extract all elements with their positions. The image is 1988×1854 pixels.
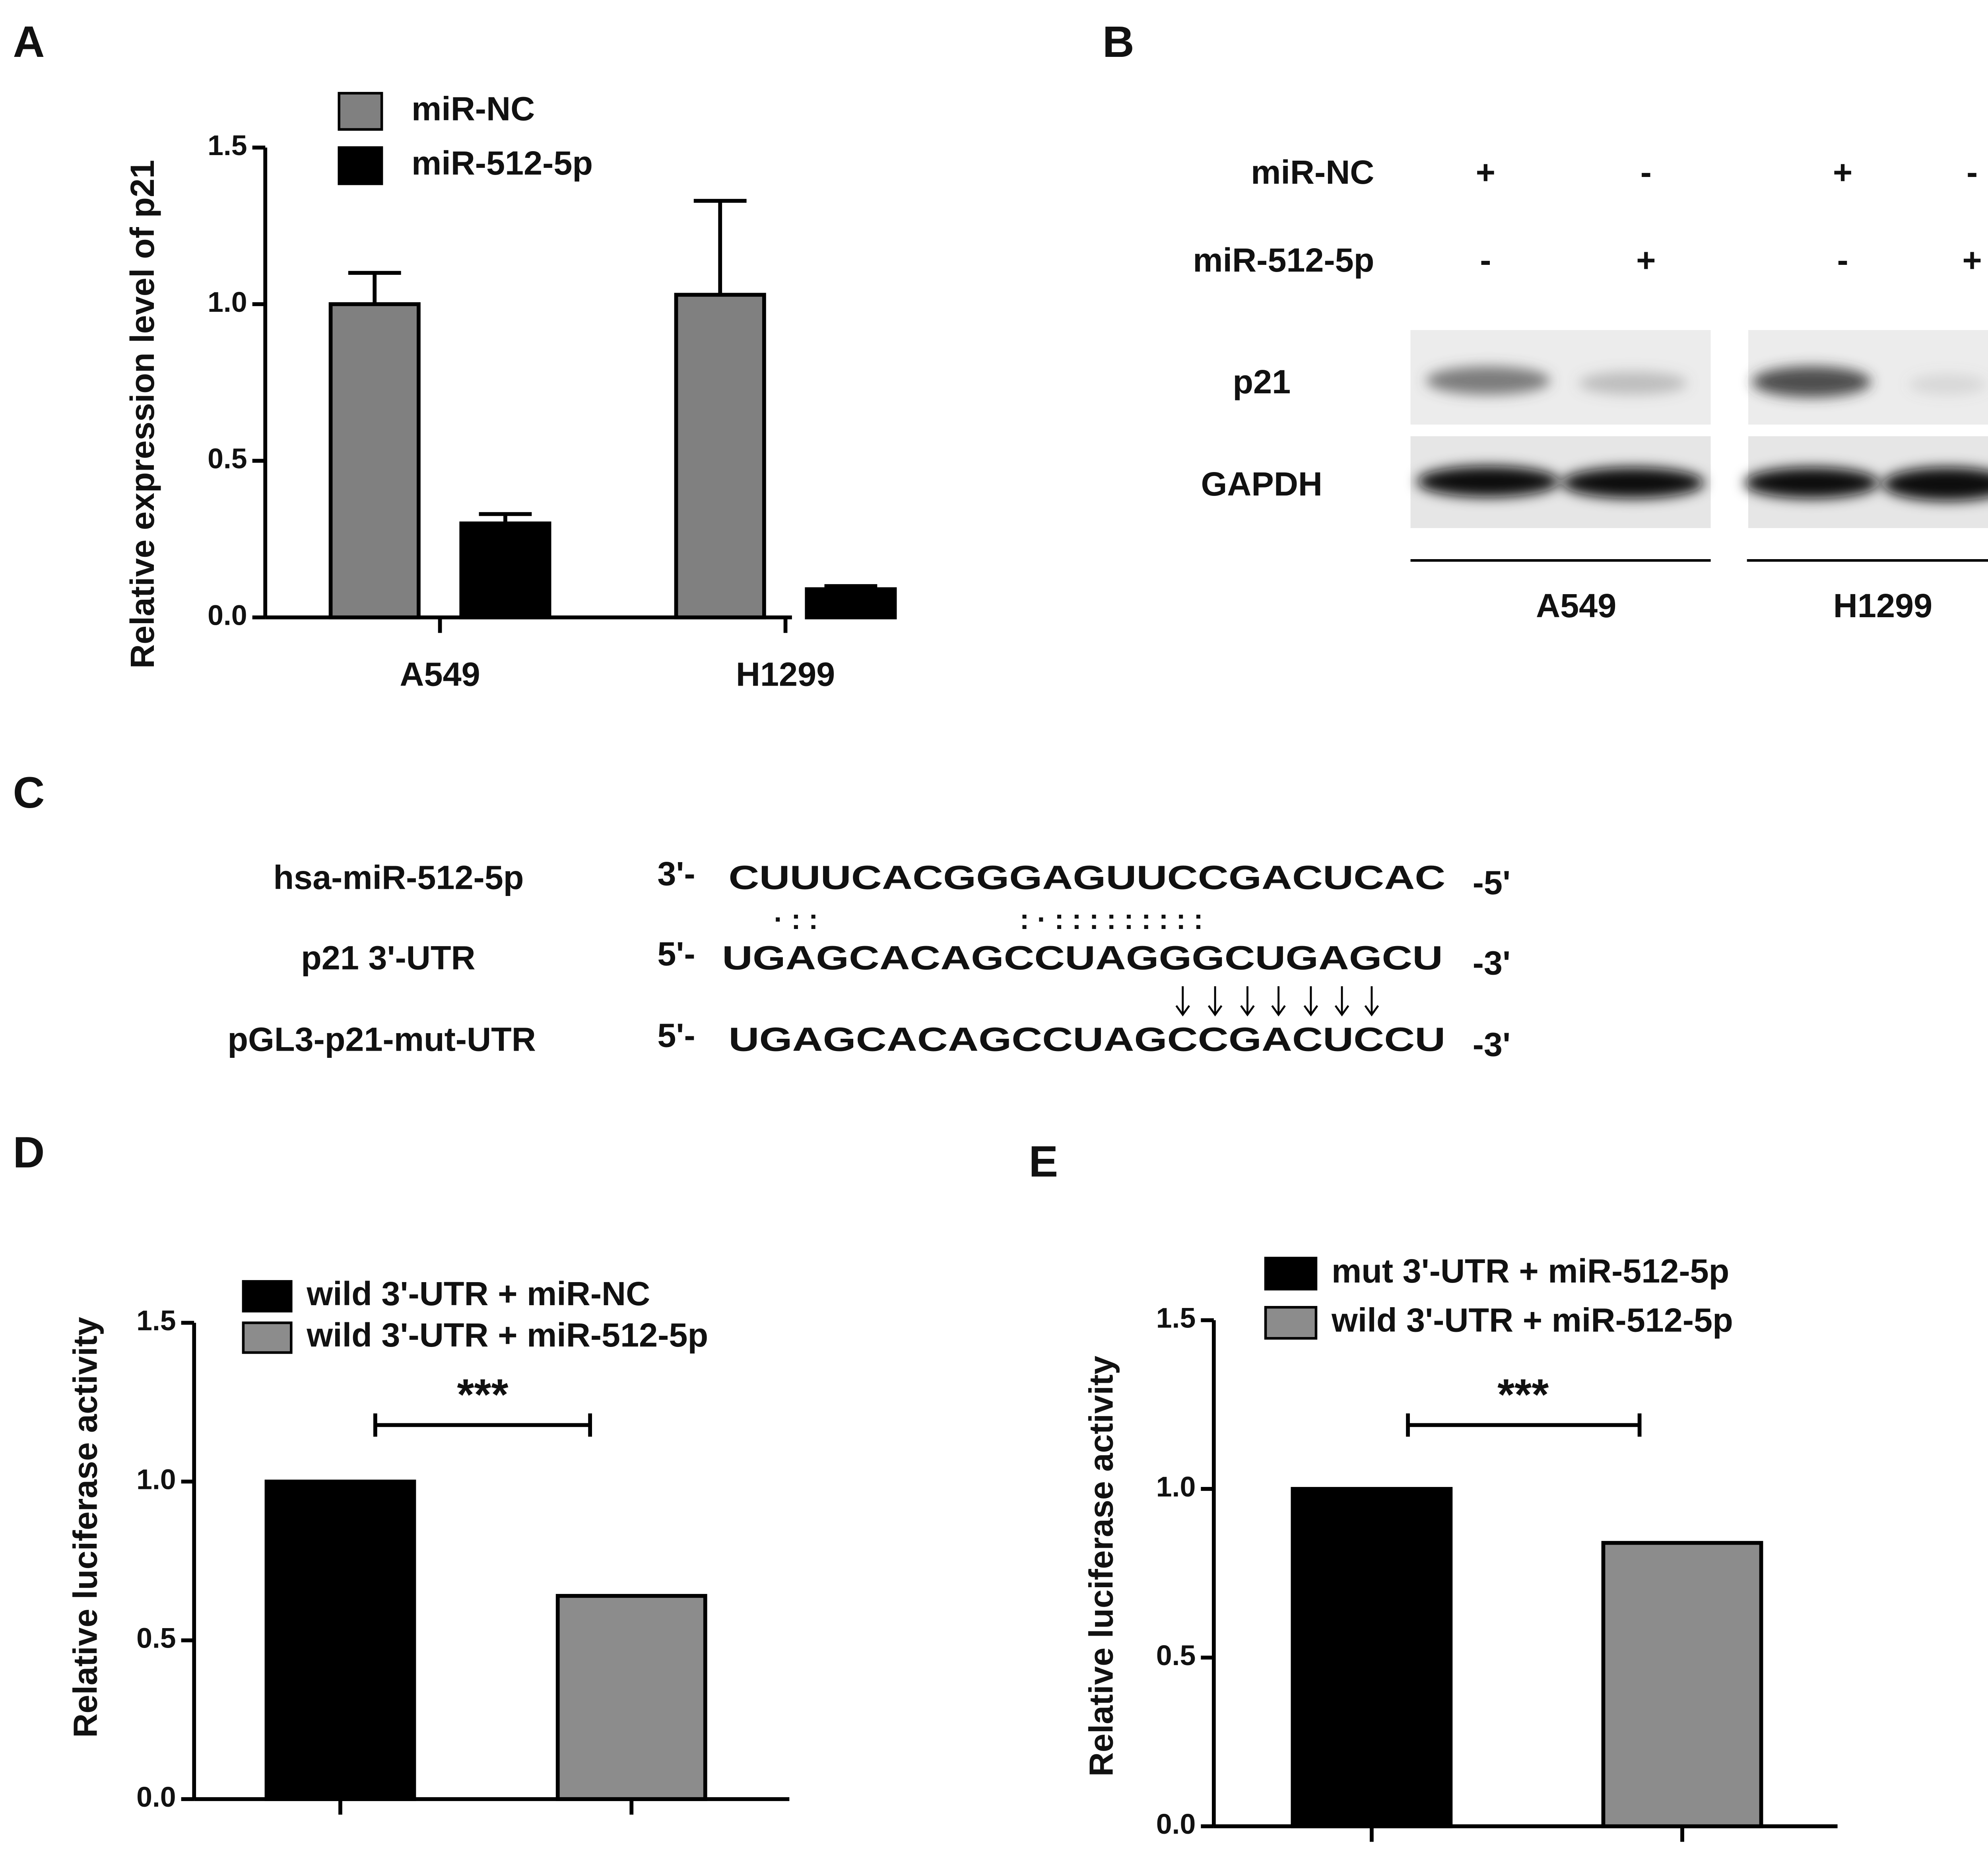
panel-label: C	[13, 768, 45, 817]
legend-swatch	[242, 1280, 293, 1313]
sequence-start: 5'-	[657, 1016, 695, 1054]
row-label: miR-NC	[1251, 153, 1374, 191]
panel-label: D	[13, 1128, 45, 1177]
legend-label: wild 3'-UTR + miR-512-5p	[306, 1316, 708, 1354]
significance-label: ***	[1497, 1370, 1549, 1419]
condition-sign: +	[1476, 153, 1495, 191]
x-tick-label: A549	[400, 655, 480, 693]
band	[1578, 371, 1688, 395]
sequence: UGAGCACAGCCUAGCCGACUCCU	[728, 1020, 1445, 1058]
y-tick-label: 1.0	[208, 286, 247, 318]
error-bar	[479, 512, 532, 524]
bar	[1291, 1487, 1453, 1829]
sequence-name: p21 3'-UTR	[301, 939, 476, 976]
bar	[328, 302, 421, 620]
significance-bracket	[1406, 1413, 1642, 1437]
sequence-start: 3'-	[657, 855, 695, 892]
x-tick-label: H1299	[736, 655, 835, 693]
sequence-name: pGL3-p21-mut-UTR	[227, 1020, 536, 1058]
y-tick-label: 1.0	[136, 1463, 176, 1495]
band	[1426, 366, 1551, 395]
legend-label: wild 3'-UTR + miR-512-5p	[1331, 1301, 1733, 1339]
bar	[459, 521, 551, 620]
condition-sign: +	[1833, 153, 1852, 191]
legend-swatch	[242, 1322, 293, 1354]
pairing-marks: · : : : · : : : : : : : : :	[774, 904, 1203, 935]
y-tick-label: 1.0	[1156, 1471, 1196, 1503]
significance-bracket	[373, 1413, 592, 1437]
legend-label: wild 3'-UTR + miR-NC	[306, 1275, 650, 1312]
y-axis-label: Relative luciferase activity	[66, 1317, 104, 1737]
bar	[674, 293, 766, 620]
cell-line-label: H1299	[1833, 587, 1932, 624]
sequence-name: hsa-miR-512-5p	[273, 859, 524, 896]
y-tick-label: 1.5	[1156, 1302, 1196, 1334]
blot-bands	[1417, 366, 1988, 501]
band	[1908, 374, 1986, 395]
condition-sign: +	[1636, 241, 1656, 279]
y-tick-label: 0.5	[136, 1623, 176, 1654]
legend-swatch	[1264, 1306, 1318, 1340]
legend-label: miR-NC	[412, 89, 535, 127]
condition-sign: -	[1480, 241, 1491, 279]
sequence: CUUUCACGGGAGUUCCGACUCAC	[728, 859, 1445, 896]
panel-label: B	[1103, 17, 1134, 66]
condition-sign: -	[1837, 241, 1848, 279]
y-tick-label: 0.0	[136, 1781, 176, 1813]
band-label: p21	[1233, 363, 1291, 400]
row-label: miR-512-5p	[1193, 241, 1374, 279]
bar	[1601, 1541, 1763, 1829]
error-bar	[693, 199, 747, 295]
band	[1562, 467, 1705, 499]
pair-dot: : · : : : : : : : : :	[1020, 904, 1203, 935]
legend-label: mut 3'-UTR + miR-512-5p	[1332, 1252, 1729, 1290]
bar	[555, 1594, 707, 1801]
sequence-end: -3'	[1473, 944, 1510, 981]
band	[1417, 466, 1559, 497]
condition-sign: +	[1962, 241, 1982, 279]
band-label: GAPDH	[1201, 465, 1322, 503]
condition-sign: -	[1640, 153, 1652, 191]
panel-label: E	[1029, 1137, 1058, 1186]
cell-line-label: A549	[1536, 587, 1616, 624]
y-axis-label: Relative luciferase activity	[1082, 1356, 1120, 1776]
sequence-end: -3'	[1473, 1025, 1510, 1063]
mutation-arrows	[1175, 986, 1379, 1016]
error-bar	[824, 584, 878, 589]
band	[1752, 366, 1872, 398]
legend-swatch	[338, 146, 383, 185]
panel-label: A	[13, 17, 45, 66]
sequence-end: -5'	[1473, 864, 1510, 902]
error-bar	[348, 271, 401, 304]
sequence: UGAGCACAGCCUAGGGCUGAGCU	[722, 939, 1443, 976]
bar	[264, 1479, 416, 1801]
legend-swatch	[1264, 1257, 1318, 1290]
y-tick-label: 0.5	[208, 443, 247, 475]
bar	[805, 587, 897, 620]
arrow	[1175, 986, 1379, 1016]
sequence-start: 5'-	[657, 935, 695, 973]
y-tick-label: 1.5	[208, 130, 247, 161]
y-tick-label: 0.0	[208, 599, 247, 631]
y-tick-label: 0.0	[1156, 1808, 1196, 1840]
y-tick-label: 1.5	[136, 1305, 176, 1337]
pair-dot: · : :	[774, 904, 818, 935]
band	[1744, 467, 1879, 499]
significance-label: ***	[457, 1370, 508, 1419]
legend-label: miR-512-5p	[412, 144, 593, 182]
condition-sign: -	[1967, 153, 1978, 191]
y-axis-label: Relative expression level of p21	[123, 160, 161, 669]
band	[1883, 467, 1988, 501]
y-tick-label: 0.5	[1156, 1640, 1196, 1671]
legend-swatch	[338, 92, 383, 131]
